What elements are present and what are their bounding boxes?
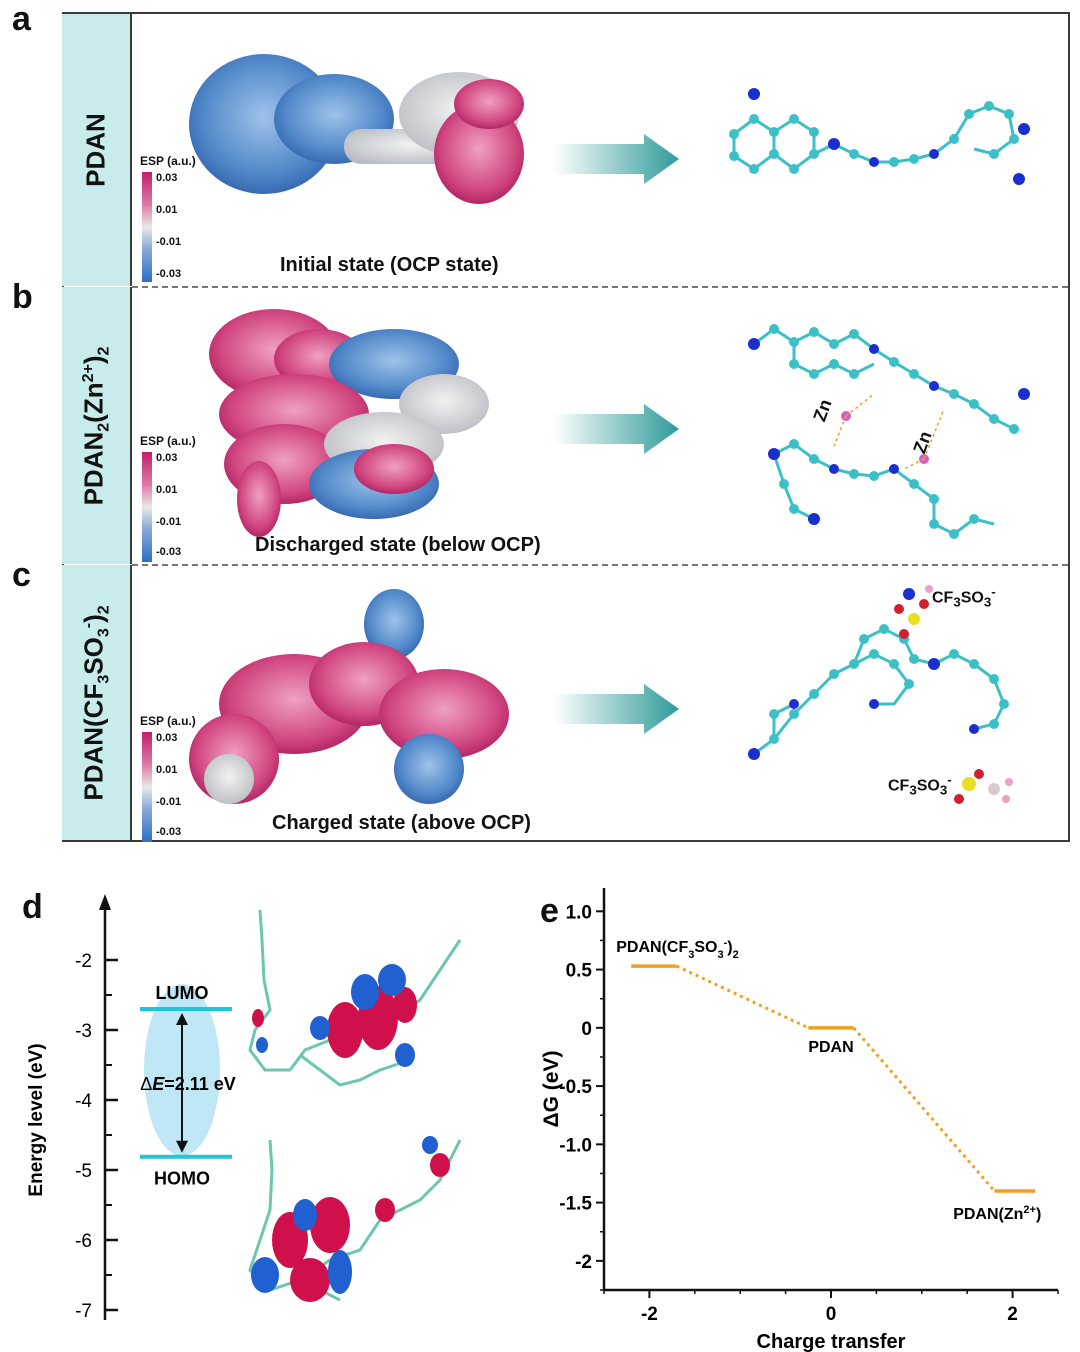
dg-level-label-pdan: PDAN [808,1039,853,1056]
esp-surface-a [189,54,524,204]
dg-x-tick-label: 2 [1007,1304,1018,1325]
panel-letter-d: d [22,888,43,926]
energy-tick-label: -2 [75,951,92,972]
panel-letter-e: e [540,892,559,930]
side-panel-c: PDAN(CF3SO3-)2 [62,565,132,840]
homo-orbital-image [248,1136,462,1302]
delta-g-chart: 1.0 0.5 0 -0.5 -1.0 -1.5 -2 -2 0 2 Charge transfer… [540,888,1059,1352]
ball-stick-model-b [748,324,1030,539]
divider-ab [132,286,1068,288]
gap-arrow-down-head [176,1140,188,1153]
esp-surface-b [209,309,489,537]
ball-stick-model-c [748,585,1013,804]
caption-c: Charged state (above OCP) [272,812,531,834]
side-panel-b: PDAN2(Zn2+)2 [62,287,132,564]
dg-x-tick-label: -2 [641,1304,658,1325]
homo-label: HOMO [154,1169,210,1189]
energy-axis-arrow [99,894,111,910]
divider-bc [132,564,1068,566]
dg-level-label-anion: PDAN(CF3SO3-)2 [616,937,739,961]
lumo-orbital-image [248,909,462,1087]
gap-arrow-up-head [176,1013,188,1025]
esp-surface-c [189,589,509,804]
caption-b: Discharged state (below OCP) [255,534,541,556]
molecule-graphics [189,54,1030,804]
ball-stick-model-a [729,88,1030,185]
dg-y-tick-label: -2 [575,1252,592,1273]
dg-level-label-zn: PDAN(Zn2+) [953,1204,1041,1223]
energy-tick-label: -4 [75,1091,92,1112]
caption-a: Initial state (OCP state) [280,254,499,276]
panel-letter-a: a [12,0,31,38]
dg-x-tick-label: 0 [826,1304,837,1325]
side-label-b: PDAN2(Zn2+)2 [78,346,113,505]
energy-tick-label: -5 [75,1161,92,1182]
dg-y-tick-label: 0.5 [566,961,593,982]
dg-y-tick-label: 1.0 [566,902,592,923]
anion-label-bottom: CF3SO3- [888,772,952,798]
panel-letter-c: c [12,556,31,594]
dg-y-tick-label: -1.5 [559,1194,592,1215]
dg-y-tick-label: -0.5 [559,1077,592,1098]
panel-letter-b: b [12,278,33,316]
energy-tick-label: -6 [75,1231,92,1252]
energy-tick-label: -7 [75,1301,92,1322]
dg-x-axis-label: Charge transfer [757,1331,906,1352]
dg-y-tick-label: 0 [581,1019,592,1040]
dg-y-axis-label: ΔG (eV) [540,1051,563,1128]
gap-label: ΔE=2.11 eV [140,1074,236,1094]
lumo-label: LUMO [156,983,209,1003]
energy-axis-label: Energy level (eV) [26,1043,47,1196]
dg-connector-line [852,1026,996,1192]
transition-arrows [554,134,679,734]
dg-connector-line [676,964,809,1030]
side-label-a: PDAN [80,113,111,187]
anion-label-top: CF3SO3- [932,584,996,610]
energy-level-chart: -2 -3 -4 -5 -6 -7 Energy level (eV) LUMO HOMO Δ… [26,894,462,1322]
side-panel-a: PDAN [62,14,132,286]
side-label-c: PDAN(CF3SO3-)2 [78,604,113,801]
dg-y-tick-label: -1.0 [559,1135,592,1156]
energy-tick-label: -3 [75,1021,92,1042]
